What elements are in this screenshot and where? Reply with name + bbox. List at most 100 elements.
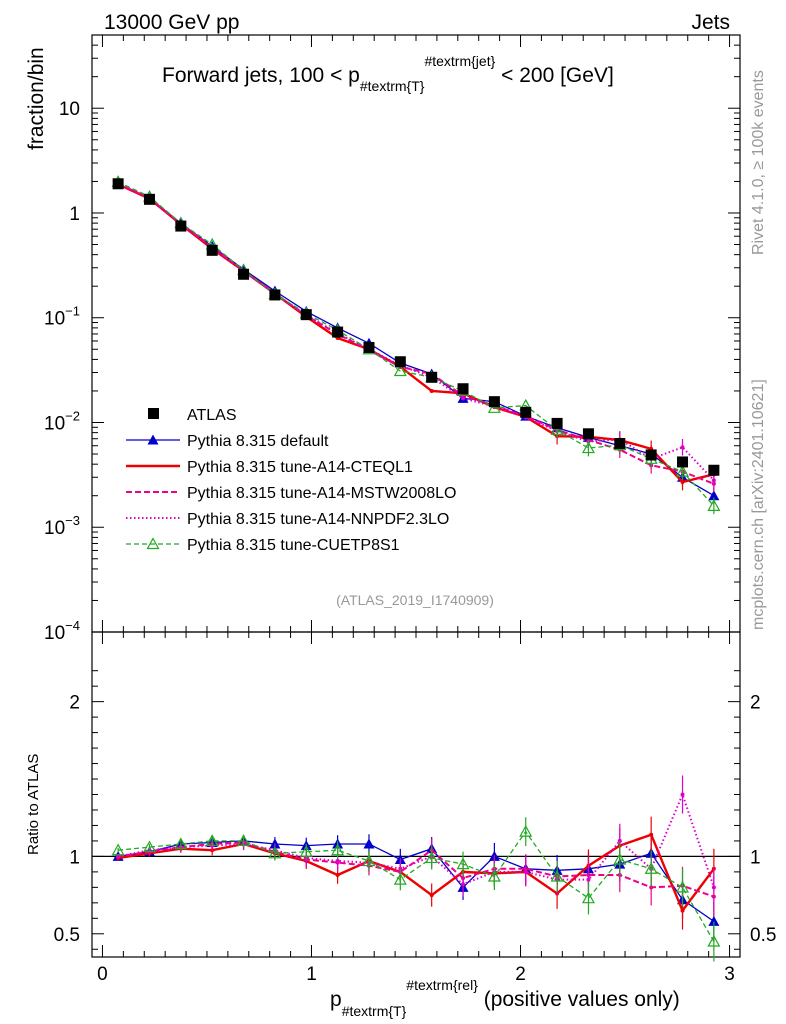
ratio-point [142, 840, 156, 853]
y-tick-label: 10−2 [44, 408, 80, 434]
plot-title: Forward jets, 100 < p#textrm{T} #textrm{j… [162, 53, 614, 94]
ratio-point [335, 859, 340, 864]
x-tick-label: 2 [515, 964, 526, 985]
data-point [614, 438, 626, 450]
data-point [426, 371, 438, 383]
ratio-point [429, 893, 434, 898]
y-tick-label-base: 1 [69, 204, 80, 225]
legend-swatch [148, 408, 159, 419]
y-tick-label-base: 10 [44, 623, 65, 644]
ratio-point [550, 869, 564, 882]
ratio-y-tick-label-right: 0.5 [750, 925, 776, 946]
header-right: Jets [691, 11, 730, 34]
title-prefix: Forward jets, 100 < p [162, 64, 360, 87]
data-point [645, 449, 657, 461]
ratio-point [711, 885, 716, 890]
data-point [175, 220, 187, 232]
ratio-point [644, 862, 658, 874]
ratio-point [362, 854, 376, 867]
ratio-y-tick-label-left: 0.5 [54, 925, 80, 946]
legend-label: Pythia 8.315 tune-CUETP8S1 [187, 537, 400, 554]
ratio-point [649, 832, 654, 837]
title-subscript: #textrm{T} [360, 78, 425, 94]
y-tick-label-exponent: −4 [65, 618, 80, 633]
data-point [461, 396, 466, 401]
legend-label: Pythia 8.315 tune-A14-MSTW2008LO [187, 485, 456, 502]
legend-item-red: Pythia 8.315 tune-A14-CTEQL1 [126, 459, 413, 476]
data-point [582, 428, 594, 440]
ratio-point [523, 869, 528, 874]
ratio-series-red [116, 816, 716, 930]
y-tick-label-base: 10 [59, 99, 80, 120]
title-suffix: < 200 [GeV] [495, 64, 614, 87]
data-point [520, 406, 532, 418]
ratio-series-line [118, 830, 715, 942]
ratio-point [680, 908, 685, 913]
data-point [332, 326, 344, 338]
ratio-point [205, 834, 219, 847]
ratio-point [581, 891, 595, 904]
x-axis-label-superscript: #textrm{rel} [406, 977, 478, 993]
legend-item-magenta: Pythia 8.315 tune-A14-MSTW2008LO [126, 485, 456, 502]
ratio-point [707, 934, 721, 947]
ratio-point [299, 845, 313, 857]
data-point [143, 193, 155, 205]
series-data [112, 178, 720, 476]
ratio-point [268, 846, 282, 859]
data-point [676, 464, 690, 477]
series-blue [112, 178, 720, 505]
ratio-plot-frame [91, 631, 741, 958]
legend-label: Pythia 8.315 default [187, 433, 329, 450]
header-left: 13000 GeV pp [104, 11, 239, 34]
ratio-point [649, 885, 654, 890]
legend-item-green: Pythia 8.315 tune-CUETP8S1 [126, 537, 400, 554]
rivet-version-label: Rivet 4.1.0, ≥ 100k events [750, 70, 767, 255]
mcplots-label: mcplots.cern.ch [arXiv:2401.10621] [750, 379, 767, 630]
ratio-point [398, 866, 403, 871]
data-point [708, 464, 720, 476]
data-point [206, 244, 218, 256]
data-point [677, 456, 689, 468]
y-tick-label-base: 10 [44, 518, 65, 539]
title-superscript: #textrm{jet} [424, 53, 495, 69]
data-point [238, 268, 250, 280]
ratio-series-line [117, 833, 715, 914]
y-tick-label-exponent: −1 [65, 304, 80, 319]
data-point [429, 388, 434, 393]
ratio-point [174, 837, 188, 850]
data-point [711, 478, 716, 483]
data-point [269, 289, 281, 301]
ratio-point [461, 882, 466, 887]
data-point [394, 356, 406, 368]
y-tick-label-exponent: −2 [65, 408, 80, 423]
ratio-point [487, 869, 501, 882]
ratio-point [111, 843, 125, 856]
x-axis-label-suffix: (positive values only) [478, 988, 680, 1011]
ratio-point [676, 880, 690, 893]
ratio-panel: 0.5 0.5 1 1 2 2 0 1 2 3 Ratio to ATLAS p#textrm{T} #… [25, 631, 776, 1019]
series-line [117, 181, 715, 507]
ratio-point [519, 824, 533, 837]
y-tick-label: 10−4 [44, 618, 80, 644]
analysis-watermark: (ATLAS_2019_I1740909) [336, 592, 494, 608]
ratio-point [116, 854, 121, 859]
ratio-point [335, 872, 340, 877]
ratio-point [425, 851, 439, 864]
legend-marker [147, 434, 159, 445]
ratio-point [393, 872, 407, 885]
ratio-point [586, 877, 591, 882]
ratio-point [617, 838, 622, 843]
data-point [680, 480, 685, 485]
ratio-y-tick-label-left: 2 [69, 693, 80, 714]
data-point [457, 383, 469, 395]
data-point [550, 423, 564, 435]
ratio-y-tick-label-left: 1 [69, 847, 80, 868]
data-point [680, 445, 685, 450]
ratio-series-magenta [116, 836, 716, 917]
data-point [363, 341, 375, 353]
legend: ATLAS Pythia 8.315 default Pythia 8.315 tu… [126, 407, 456, 554]
x-tick-label: 1 [306, 964, 317, 985]
ratio-series-green [111, 817, 721, 962]
